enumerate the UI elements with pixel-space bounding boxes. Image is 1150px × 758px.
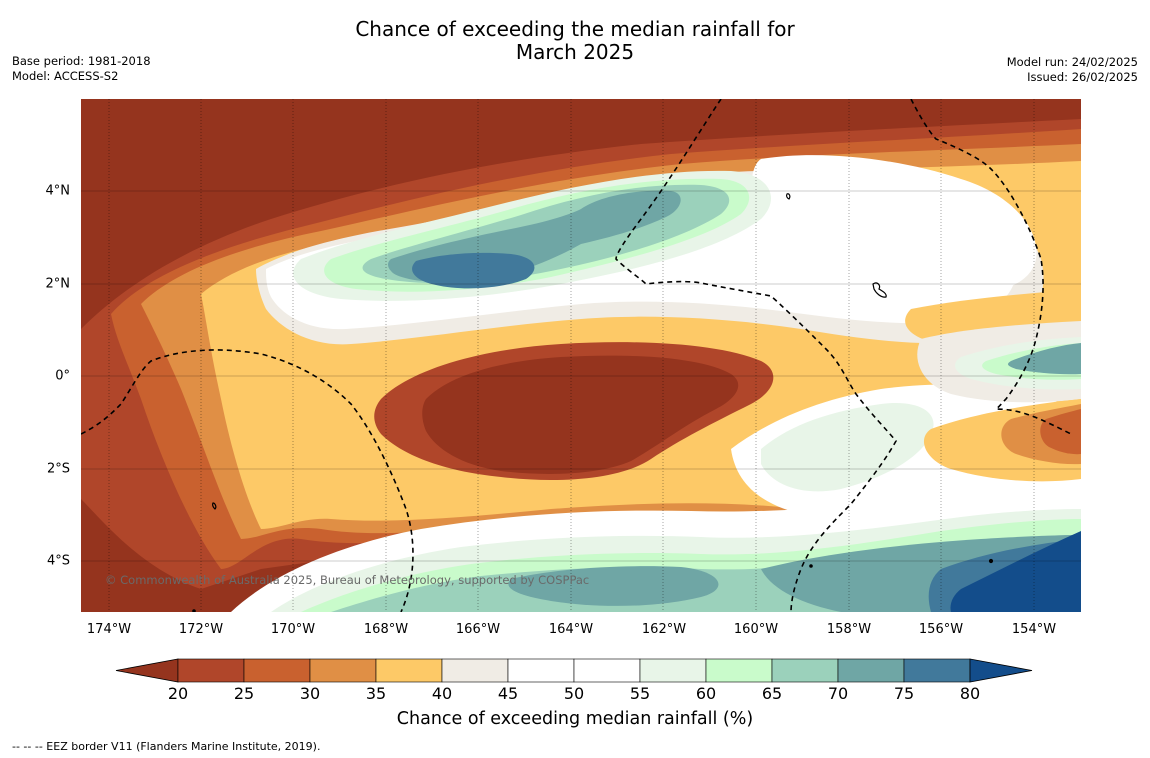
lat-label: 2°S (46, 461, 70, 477)
colorbar-segment (639, 658, 707, 683)
lon-label: 158°W (826, 622, 872, 637)
base-period: Base period: 1981-2018 (12, 54, 151, 68)
lat-label: 2°N (45, 276, 71, 292)
eez-borders (81, 99, 1072, 612)
lon-label: 162°W (641, 622, 687, 637)
contour-dark-center (422, 355, 739, 474)
model-run: Model run: 24/02/2025 (1006, 55, 1138, 69)
colorbar-tick-label: 30 (299, 684, 321, 703)
colorbar-segment (243, 658, 311, 683)
colorbar-arrow-high (969, 658, 1033, 683)
colorbar-segment (375, 658, 443, 683)
lon-label: 164°W (548, 622, 594, 637)
colorbar-tick-label: 80 (959, 684, 981, 703)
island-outline-icon (192, 193, 994, 612)
meta-left: Base period: 1981-2018 Model: ACCESS-S2 (12, 54, 151, 84)
colorbar-segment (573, 658, 641, 683)
copyright-notice: © Commonwealth of Australia 2025, Bureau… (105, 573, 590, 587)
colorbar-tick-label: 70 (827, 684, 849, 703)
eez-border-east (910, 99, 1072, 435)
meta-right: Model run: 24/02/2025 Issued: 26/02/2025 (1007, 55, 1138, 85)
colorbar-segment (441, 658, 509, 683)
colorbar-tick-label: 45 (497, 684, 519, 703)
model-name: Model: ACCESS-S2 (12, 69, 119, 83)
colorbar-segment (837, 658, 905, 683)
colorbar-tick-label: 35 (365, 684, 387, 703)
colorbar-tick-label: 50 (563, 684, 585, 703)
title-line-2: March 2025 (515, 40, 635, 64)
colorbar-tick-label: 20 (167, 684, 189, 703)
colorbar-segment (903, 658, 971, 683)
contour-75-east (1008, 343, 1081, 375)
map-panel[interactable] (81, 99, 1081, 612)
colorbar-tick-label: 25 (233, 684, 255, 703)
lon-label: 156°W (918, 622, 964, 637)
lon-label: 154°W (1011, 622, 1057, 637)
colorbar-tick-label: 75 (893, 684, 915, 703)
colorbar-segment (309, 658, 377, 683)
colorbar-arrow-low (115, 658, 179, 683)
lon-label: 166°W (455, 622, 501, 637)
issued-date: Issued: 26/02/2025 (1027, 70, 1138, 84)
colorbar-tick-label: 65 (761, 684, 783, 703)
lat-label: 4°N (45, 183, 71, 199)
title-line-1: Chance of exceeding the median rainfall … (355, 17, 795, 41)
lat-label: 0° (55, 368, 70, 384)
graticule-solid (81, 190, 1081, 562)
rainfall-map[interactable] (81, 99, 1081, 612)
colorbar-tick-label: 60 (695, 684, 717, 703)
colorbar-tick-label: 55 (629, 684, 651, 703)
colorbar-segment (705, 658, 773, 683)
colorbar-title: Chance of exceeding median rainfall (%) (396, 709, 754, 729)
eez-border-central (615, 99, 897, 612)
contour-60-right (761, 403, 934, 492)
colorbar-tick-label: 40 (431, 684, 453, 703)
contour-above80-south-east (950, 531, 1081, 612)
lon-label: 160°W (733, 622, 779, 637)
lon-label: 170°W (270, 622, 316, 637)
lat-label: 4°S (46, 553, 70, 569)
contour-25-east-south (1040, 409, 1081, 455)
contour-80-north (412, 252, 535, 289)
contour-75-south (508, 566, 719, 606)
map-title: Chance of exceeding the median rainfall … (0, 18, 1150, 64)
colorbar-segment (177, 658, 245, 683)
lon-label: 168°W (363, 622, 409, 637)
eez-footnote: -- -- -- EEZ border V11 (Flanders Marine… (12, 740, 321, 753)
contour-50-north (751, 155, 1037, 295)
colorbar-segment (771, 658, 839, 683)
lon-label: 172°W (178, 622, 224, 637)
colorbar-segment (507, 658, 575, 683)
eez-border-west (81, 349, 414, 612)
lon-label: 174°W (86, 622, 132, 637)
